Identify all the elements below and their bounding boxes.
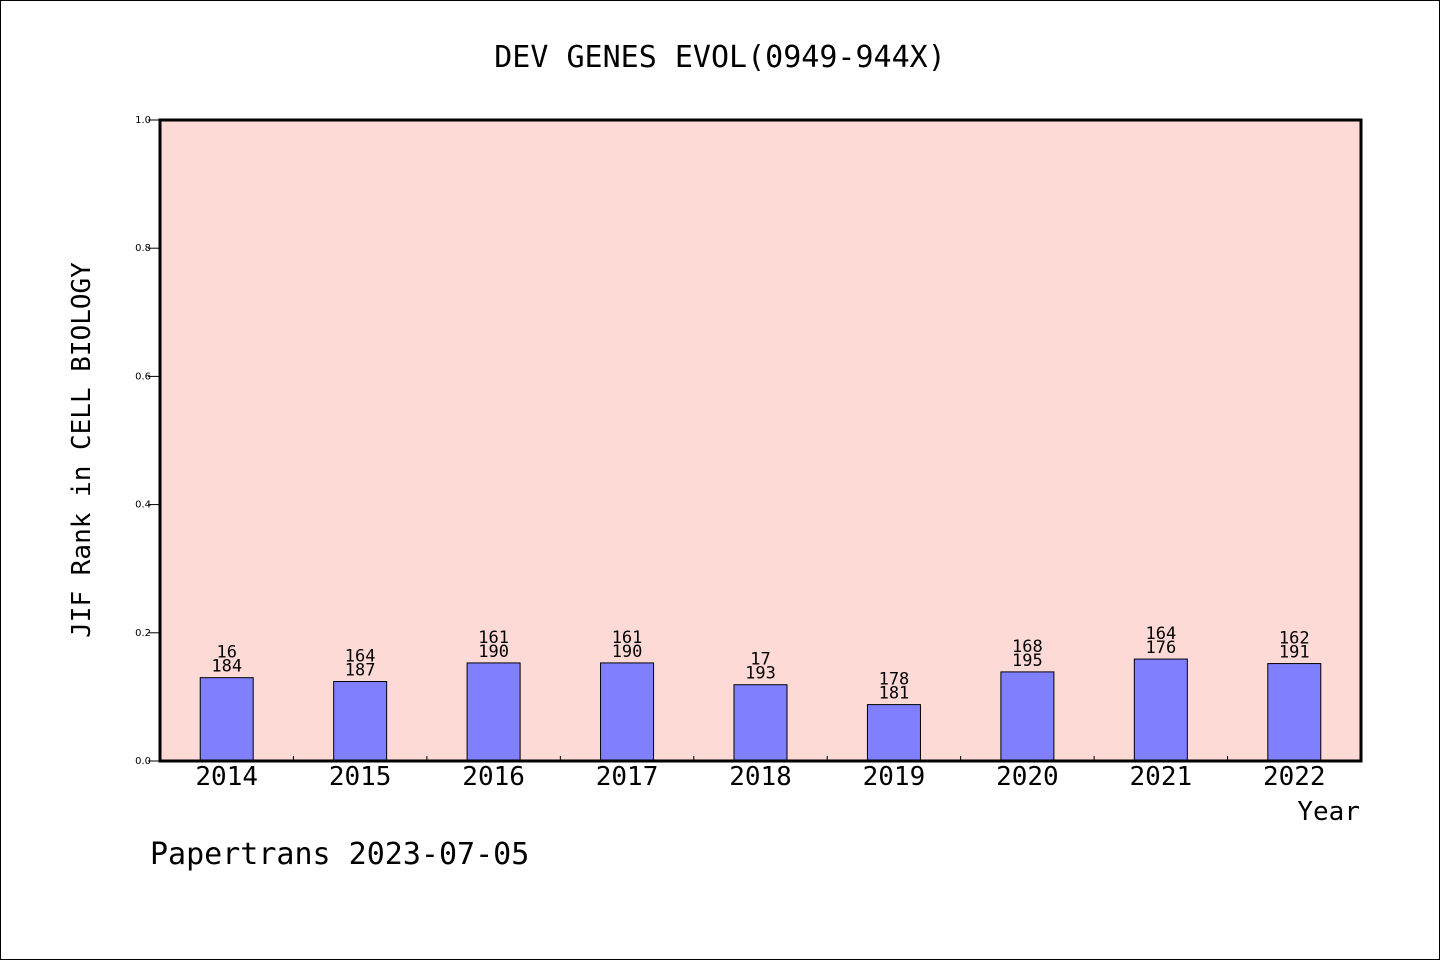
bar-label-bottom: 193 <box>745 664 776 684</box>
bar-label-bottom: 184 <box>211 657 242 677</box>
bar-label-top: 161 <box>612 628 643 648</box>
x-axis-label: Year <box>1297 797 1360 827</box>
bars-group <box>199 658 1322 762</box>
y-tick-label: 1.0 <box>135 115 151 126</box>
bar <box>1267 663 1322 762</box>
chart-title: DEV GENES EVOL(0949-944X) <box>494 40 946 75</box>
bar <box>199 677 254 762</box>
x-tick-label: 2021 <box>1130 762 1193 792</box>
x-tick-label: 2020 <box>996 762 1059 792</box>
bar <box>1000 671 1055 762</box>
footer-credit: Papertrans 2023-07-05 <box>150 837 529 872</box>
bar-label-bottom: 195 <box>1012 651 1043 671</box>
y-tick-label: 0.6 <box>135 371 151 382</box>
x-tick-label: 2015 <box>329 762 392 792</box>
bar-label-top: 16 <box>216 643 236 663</box>
bar-label-top: 164 <box>345 647 376 667</box>
bar <box>600 662 655 762</box>
y-tick-label: 0.2 <box>135 628 151 639</box>
bar-label-top: 164 <box>1145 624 1176 644</box>
bar-label-top: 161 <box>478 628 509 648</box>
bar <box>466 662 521 762</box>
bar-label-bottom: 190 <box>612 642 643 662</box>
bar <box>866 704 921 762</box>
bar-label-top: 168 <box>1012 637 1043 657</box>
x-tick-label: 2022 <box>1263 762 1326 792</box>
bar-label-bottom: 187 <box>345 661 376 681</box>
bar <box>333 681 388 762</box>
bar-label-top: 178 <box>879 670 910 690</box>
y-tick-label: 0.0 <box>135 756 151 767</box>
x-tick-label: 2018 <box>729 762 792 792</box>
x-tick-label: 2019 <box>863 762 926 792</box>
y-tick-label: 0.8 <box>135 243 151 254</box>
y-axis: 0.0 0.2 0.4 0.6 0.8 1.0 <box>135 115 160 767</box>
bar <box>733 684 788 762</box>
plot-border <box>158 118 1363 763</box>
plot-area <box>160 120 1361 761</box>
bar-label-top: 162 <box>1279 629 1310 649</box>
bar-label-top: 17 <box>750 650 770 670</box>
x-tick-label: 2016 <box>462 762 525 792</box>
bar <box>1133 658 1188 762</box>
y-axis-label: JIF Rank in CELL BIOLOGY <box>67 262 97 638</box>
bar-label-bottom: 176 <box>1145 638 1176 658</box>
x-axis: 2014 2015 2016 2017 2018 2019 2020 2021 2022 <box>195 756 1326 792</box>
x-tick-label: 2014 <box>195 762 258 792</box>
x-tick-label: 2017 <box>596 762 659 792</box>
bar-label-bottom: 181 <box>879 684 910 704</box>
y-tick-label: 0.4 <box>135 500 151 511</box>
bar-label-bottom: 191 <box>1279 643 1310 663</box>
bar-label-bottom: 190 <box>478 642 509 662</box>
